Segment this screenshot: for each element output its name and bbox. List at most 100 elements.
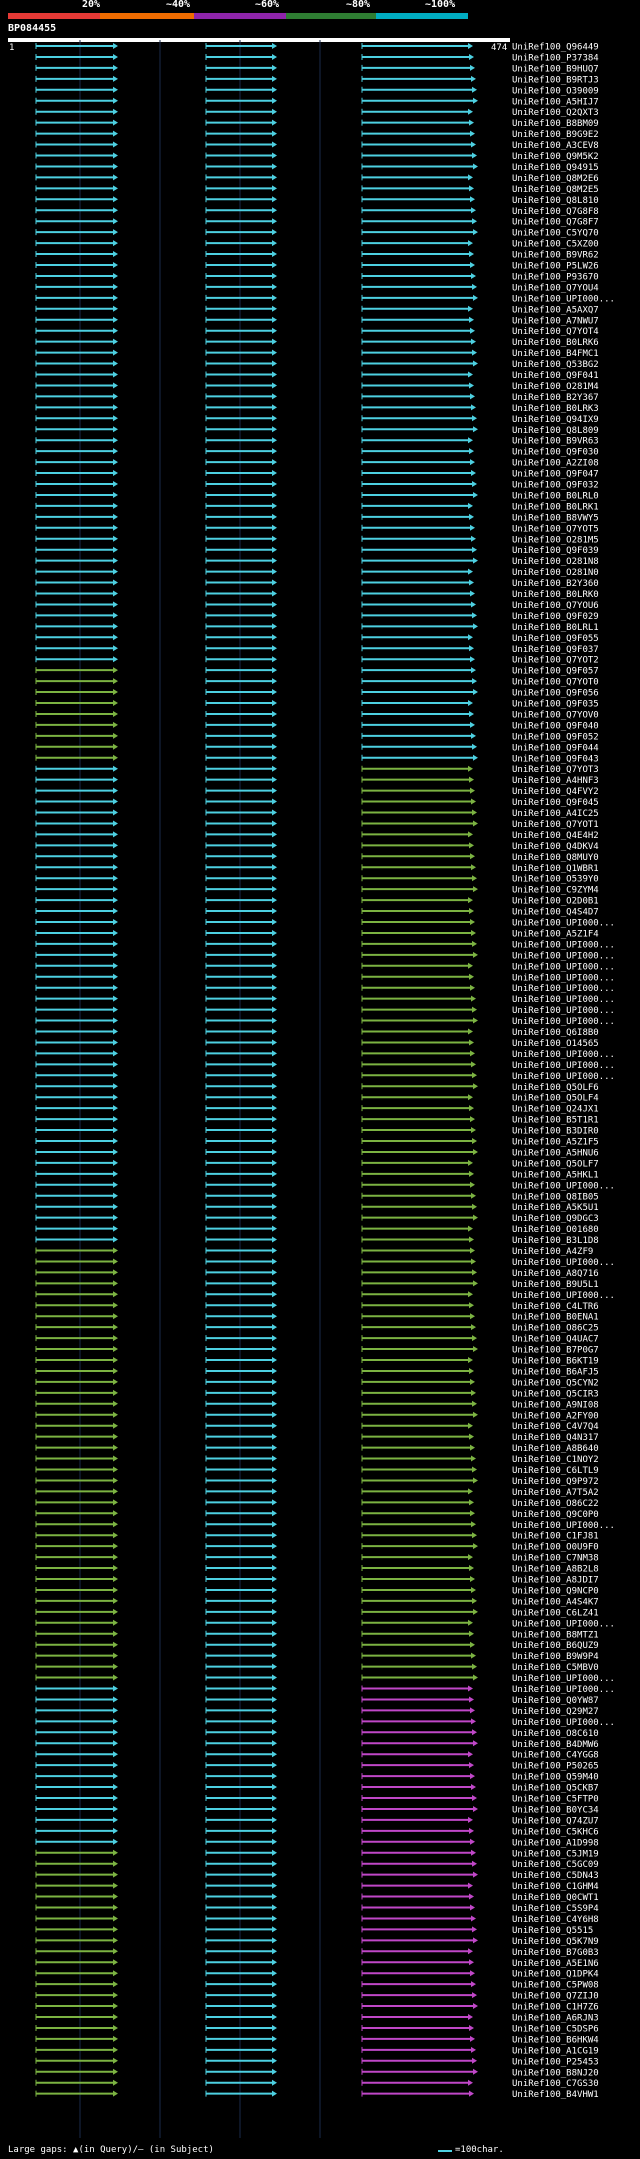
hit-label[interactable]: UniRef100_Q7YOT0 [512, 678, 599, 688]
hit-label[interactable]: UniRef100_O539Y0 [512, 875, 599, 885]
hit-label[interactable]: UniRef100_O281N0 [512, 568, 599, 578]
hit-label[interactable]: UniRef100_C1FJ81 [512, 1532, 599, 1542]
hit-label[interactable]: UniRef100_B4VHW1 [512, 2090, 599, 2100]
hit-label[interactable]: UniRef100_B8BM09 [512, 119, 599, 129]
hit-label[interactable]: UniRef100_C5PW08 [512, 1981, 599, 1991]
hit-label[interactable]: UniRef100_B0ENA1 [512, 1313, 599, 1323]
hit-label[interactable]: UniRef100_A1CG19 [512, 2046, 599, 2056]
hit-label[interactable]: UniRef100_O0U9F0 [512, 1543, 599, 1553]
hit-label[interactable]: UniRef100_UPI000... [512, 1017, 615, 1027]
hit-label[interactable]: UniRef100_Q4FVY2 [512, 787, 599, 797]
hit-label[interactable]: UniRef100_Q0CWT1 [512, 1893, 599, 1903]
hit-label[interactable]: UniRef100_A5Z1F4 [512, 929, 599, 939]
hit-label[interactable]: UniRef100_A4HNF3 [512, 776, 599, 786]
hit-label[interactable]: UniRef100_UPI000... [512, 1061, 615, 1071]
hit-label[interactable]: UniRef100_B8VWY5 [512, 513, 599, 523]
hit-label[interactable]: UniRef100_Q9F040 [512, 721, 599, 731]
hit-label[interactable]: UniRef100_Q9F056 [512, 689, 599, 699]
hit-label[interactable]: UniRef100_O86C25 [512, 1324, 599, 1334]
hit-label[interactable]: UniRef100_Q7G8F8 [512, 207, 599, 217]
hit-label[interactable]: UniRef100_B8NJ20 [512, 2068, 599, 2078]
hit-label[interactable]: UniRef100_Q0YW87 [512, 1696, 599, 1706]
hit-label[interactable]: UniRef100_UPI000... [512, 1718, 615, 1728]
hit-label[interactable]: UniRef100_Q9F055 [512, 634, 599, 644]
hit-label[interactable]: UniRef100_Q8M2E6 [512, 174, 599, 184]
hit-label[interactable]: UniRef100_A9NI08 [512, 1400, 599, 1410]
hit-label[interactable]: UniRef100_B8MTZ1 [512, 1630, 599, 1640]
hit-label[interactable]: UniRef100_A3CEV8 [512, 141, 599, 151]
hit-label[interactable]: UniRef100_B2Y360 [512, 579, 599, 589]
hit-label[interactable]: UniRef100_UPI000... [512, 1181, 615, 1191]
hit-label[interactable]: UniRef100_B6QUZ9 [512, 1641, 599, 1651]
hit-label[interactable]: UniRef100_Q9F047 [512, 470, 599, 480]
hit-label[interactable]: UniRef100_A5AXQ7 [512, 305, 599, 315]
hit-label[interactable]: UniRef100_Q9F030 [512, 448, 599, 458]
hit-label[interactable]: UniRef100_Q7YOT4 [512, 327, 599, 337]
hit-label[interactable]: UniRef100_C7GS30 [512, 2079, 599, 2089]
hit-label[interactable]: UniRef100_Q5K7N9 [512, 1937, 599, 1947]
hit-label[interactable]: UniRef100_B9U5L1 [512, 1280, 599, 1290]
hit-label[interactable]: UniRef100_O281N8 [512, 557, 599, 567]
hit-label[interactable]: UniRef100_A5Z1F5 [512, 1138, 599, 1148]
hit-label[interactable]: UniRef100_Q7YOU4 [512, 283, 599, 293]
hit-label[interactable]: UniRef100_Q9P972 [512, 1477, 599, 1487]
hit-label[interactable]: UniRef100_P37384 [512, 53, 599, 63]
hit-label[interactable]: UniRef100_C5GC09 [512, 1860, 599, 1870]
hit-label[interactable]: UniRef100_Q96449 [512, 43, 599, 53]
hit-label[interactable]: UniRef100_Q4E4H2 [512, 831, 599, 841]
hit-label[interactable]: UniRef100_Q8MUY0 [512, 853, 599, 863]
hit-label[interactable]: UniRef100_Q7YOT5 [512, 524, 599, 534]
hit-label[interactable]: UniRef100_B3L1D8 [512, 1236, 599, 1246]
hit-label[interactable]: UniRef100_C4LTR6 [512, 1302, 599, 1312]
hit-label[interactable]: UniRef100_C5DN43 [512, 1871, 599, 1881]
hit-label[interactable]: UniRef100_C5JM19 [512, 1849, 599, 1859]
hit-label[interactable]: UniRef100_UPI000... [512, 1619, 615, 1629]
hit-label[interactable]: UniRef100_B4DMW6 [512, 1740, 599, 1750]
hit-label[interactable]: UniRef100_Q9C0P0 [512, 1510, 599, 1520]
hit-label[interactable]: UniRef100_Q24JX1 [512, 1105, 599, 1115]
hit-label[interactable]: UniRef100_Q9F057 [512, 667, 599, 677]
hit-label[interactable]: UniRef100_Q7YOU6 [512, 601, 599, 611]
hit-label[interactable]: UniRef100_B9VR63 [512, 437, 599, 447]
hit-label[interactable]: UniRef100_Q9F035 [512, 700, 599, 710]
hit-label[interactable]: UniRef100_O281M5 [512, 535, 599, 545]
hit-label[interactable]: UniRef100_Q7YOT1 [512, 820, 599, 830]
hit-label[interactable]: UniRef100_A7T5A2 [512, 1488, 599, 1498]
hit-label[interactable]: UniRef100_C6LZ41 [512, 1608, 599, 1618]
hit-label[interactable]: UniRef100_Q5CIR3 [512, 1389, 599, 1399]
hit-label[interactable]: UniRef100_C5KHC6 [512, 1827, 599, 1837]
hit-label[interactable]: UniRef100_Q8IB05 [512, 1192, 599, 1202]
hit-label[interactable]: UniRef100_Q4N317 [512, 1433, 599, 1443]
hit-label[interactable]: UniRef100_C1GHM4 [512, 1882, 599, 1892]
hit-label[interactable]: UniRef100_UPI000... [512, 962, 615, 972]
hit-label[interactable]: UniRef100_Q9F052 [512, 732, 599, 742]
hit-label[interactable]: UniRef100_Q9F041 [512, 371, 599, 381]
hit-label[interactable]: UniRef100_UPI000... [512, 1006, 615, 1016]
hit-label[interactable]: UniRef100_A8B640 [512, 1444, 599, 1454]
hit-label[interactable]: UniRef100_Q94IX9 [512, 415, 599, 425]
hit-label[interactable]: UniRef100_O281M4 [512, 382, 599, 392]
hit-label[interactable]: UniRef100_A1D998 [512, 1838, 599, 1848]
hit-label[interactable]: UniRef100_UPI000... [512, 973, 615, 983]
hit-label[interactable]: UniRef100_A4ZF9 [512, 1247, 593, 1257]
hit-label[interactable]: UniRef100_Q9F039 [512, 546, 599, 556]
hit-label[interactable]: UniRef100_B0LRK0 [512, 590, 599, 600]
hit-label[interactable]: UniRef100_A8Q716 [512, 1269, 599, 1279]
hit-label[interactable]: UniRef100_P93670 [512, 272, 599, 282]
hit-label[interactable]: UniRef100_A8B2L8 [512, 1565, 599, 1575]
hit-label[interactable]: UniRef100_B6KT19 [512, 1357, 599, 1367]
hit-label[interactable]: UniRef100_C1H7Z6 [512, 2003, 599, 2013]
hit-label[interactable]: UniRef100_A5HNU6 [512, 1148, 599, 1158]
hit-label[interactable]: UniRef100_C7NM38 [512, 1554, 599, 1564]
hit-label[interactable]: UniRef100_P5LW26 [512, 262, 599, 272]
hit-label[interactable]: UniRef100_B7G0B3 [512, 1948, 599, 1958]
hit-label[interactable]: UniRef100_B2Y367 [512, 393, 599, 403]
hit-label[interactable]: UniRef100_Q9M5K2 [512, 152, 599, 162]
hit-label[interactable]: UniRef100_O8C610 [512, 1729, 599, 1739]
hit-label[interactable]: UniRef100_C4YGG8 [512, 1751, 599, 1761]
hit-label[interactable]: UniRef100_Q5515 [512, 1926, 593, 1936]
hit-label[interactable]: UniRef100_B9VR62 [512, 251, 599, 261]
hit-label[interactable]: UniRef100_A2ZI08 [512, 459, 599, 469]
hit-label[interactable]: UniRef100_UPI000... [512, 951, 615, 961]
hit-label[interactable]: UniRef100_Q9F043 [512, 754, 599, 764]
